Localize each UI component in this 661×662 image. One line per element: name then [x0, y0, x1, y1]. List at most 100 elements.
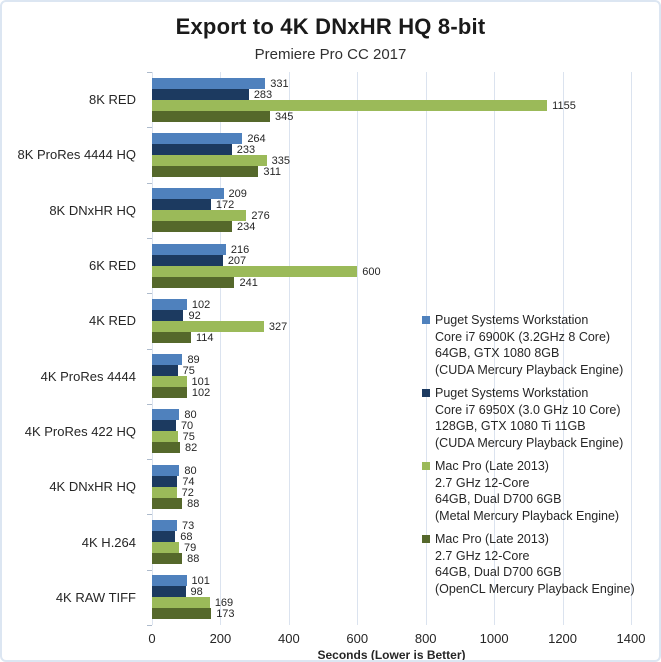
x-tick-label: 400: [277, 631, 300, 646]
legend-entry: Mac Pro (Late 2013) 2.7 GHz 12-Core 64GB, …: [422, 531, 659, 597]
bar: [152, 265, 358, 277]
value-label: 73: [181, 520, 195, 532]
category-label: 4K RAW TIFF: [55, 589, 136, 605]
bar: [152, 165, 259, 177]
value-label: 241: [239, 276, 258, 289]
category-label: 4K DNxHR HQ: [49, 479, 136, 495]
legend-entry: Puget Systems Workstation Core i7 6950X (…: [422, 385, 659, 451]
legend-entry: Puget Systems Workstation Core i7 6900K (…: [422, 312, 659, 378]
category-tick: [147, 348, 152, 350]
legend-line: Mac Pro (Late 2013): [435, 459, 549, 473]
category-axis: 8K RED 8K ProRes 4444 HQ 8K DNxHR HQ 6K RED…: [2, 72, 144, 625]
bar: [152, 376, 187, 388]
bar: [152, 154, 267, 166]
legend-text: Mac Pro (Late 2013) 2.7 GHz 12-Core 64GB, …: [435, 458, 659, 524]
bar: [152, 542, 180, 553]
value-label: 101: [191, 575, 210, 588]
value-label: 82: [185, 442, 198, 455]
legend-line: Core i7 6950X (3.0 GHz 10 Core): [435, 402, 621, 417]
category-label: 4K H.264: [81, 534, 136, 550]
category-label: 4K RED: [89, 313, 136, 329]
category-label: 6K RED: [89, 258, 136, 274]
value-label: 74: [182, 475, 195, 488]
category-label: 4K ProRes 4444: [40, 368, 136, 384]
category-tick: [147, 569, 152, 571]
legend-text: Puget Systems Workstation Core i7 6950X (…: [435, 385, 659, 451]
bar: [152, 331, 191, 343]
value-label: 1155: [552, 99, 576, 112]
value-label: 102: [191, 387, 211, 400]
bar: [152, 464, 180, 476]
bar: [152, 88, 249, 100]
bar: [152, 320, 264, 332]
bar: [152, 586, 186, 598]
value-label: 80: [184, 409, 197, 422]
category-tick: [147, 459, 152, 461]
category-tick: [147, 182, 152, 184]
bar: [152, 497, 183, 509]
legend-line: 64GB, Dual D700 6GB: [435, 565, 562, 579]
legend-text: Puget Systems Workstation Core i7 6900K (…: [435, 312, 659, 378]
legend-line: Mac Pro (Late 2013): [435, 532, 549, 546]
legend-line: 64GB, GTX 1080 8GB: [435, 346, 560, 360]
value-label: 169: [214, 597, 234, 610]
bar: [152, 199, 211, 211]
gridline: [494, 72, 496, 625]
value-label: 276: [251, 210, 270, 223]
x-axis-title: Seconds (Lower is Better): [317, 648, 466, 662]
bar: [152, 210, 247, 222]
category-label: 8K DNxHR HQ: [49, 202, 136, 218]
value-label: 327: [268, 320, 288, 333]
bar: [152, 387, 187, 399]
value-label: 72: [181, 486, 194, 499]
category-tick: [147, 625, 152, 626]
value-label: 234: [237, 221, 256, 234]
value-label: 331: [270, 77, 289, 90]
bar: [152, 575, 187, 587]
value-label: 114: [196, 331, 214, 344]
bar: [152, 475, 178, 487]
legend-line: (CUDA Mercury Playback Engine): [435, 435, 624, 450]
value-label: 173: [216, 608, 235, 621]
bar: [152, 143, 232, 155]
value-label: 207: [227, 254, 247, 267]
value-label: 98: [190, 586, 203, 599]
value-label: 209: [228, 188, 247, 201]
gridline: [631, 72, 632, 625]
legend-swatch: [422, 389, 430, 397]
bar: [152, 77, 266, 89]
bar: [152, 110, 271, 122]
bar: [152, 254, 223, 266]
category-tick: [147, 127, 152, 129]
legend-line: 2.7 GHz 12-Core: [435, 548, 530, 563]
plot-area: 331 283 1155 345 264 233 335 311 209 172 276 234 216…: [147, 72, 632, 626]
value-label: 345: [275, 110, 294, 123]
gridline: [288, 72, 290, 625]
legend-swatch: [422, 535, 430, 543]
bar: [152, 409, 180, 421]
bar: [152, 553, 183, 564]
bar: [152, 132, 243, 144]
value-label: 75: [182, 365, 195, 378]
bar: [152, 442, 181, 454]
bar: [152, 188, 224, 200]
value-label: 233: [236, 143, 256, 156]
category-tick: [147, 237, 152, 239]
legend-line: (OpenCL Mercury Playback Engine): [435, 581, 635, 596]
legend-line: Puget Systems Workstation: [435, 386, 589, 400]
gridline: [152, 72, 153, 625]
bar: [152, 531, 176, 542]
value-label: 335: [271, 154, 290, 167]
bar: [152, 243, 226, 255]
bar: [152, 420, 176, 432]
legend-line: Puget Systems Workstation: [435, 313, 589, 327]
legend-line: Core i7 6900K (3.2GHz 8 Core): [435, 329, 611, 344]
value-label: 75: [182, 431, 195, 444]
category-tick: [147, 72, 152, 73]
legend-line: (Metal Mercury Playback Engine): [435, 508, 620, 523]
legend-swatch: [422, 462, 430, 470]
value-label: 172: [215, 199, 235, 212]
value-label: 80: [184, 464, 197, 477]
value-label: 68: [180, 531, 193, 543]
legend-line: (CUDA Mercury Playback Engine): [435, 362, 624, 377]
